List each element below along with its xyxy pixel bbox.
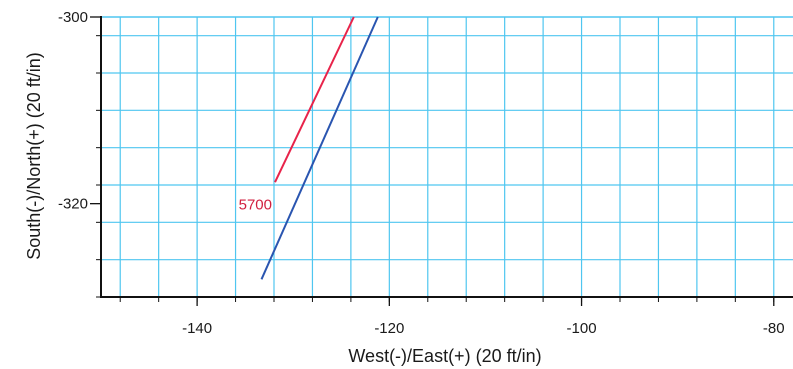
annotation-label: 5700: [239, 197, 272, 214]
x-tick-label: -100: [567, 320, 597, 337]
y-tick-label: -300: [58, 9, 88, 26]
x-tick-label: -120: [374, 320, 404, 337]
x-axis-title: West(-)/East(+) (20 ft/in): [348, 346, 541, 366]
x-tick-label: -80: [763, 320, 785, 337]
y-tick-label: -320: [58, 196, 88, 213]
y-axis-title: South(-)/North(+) (20 ft/in): [24, 52, 44, 260]
x-tick-label: -140: [182, 320, 212, 337]
